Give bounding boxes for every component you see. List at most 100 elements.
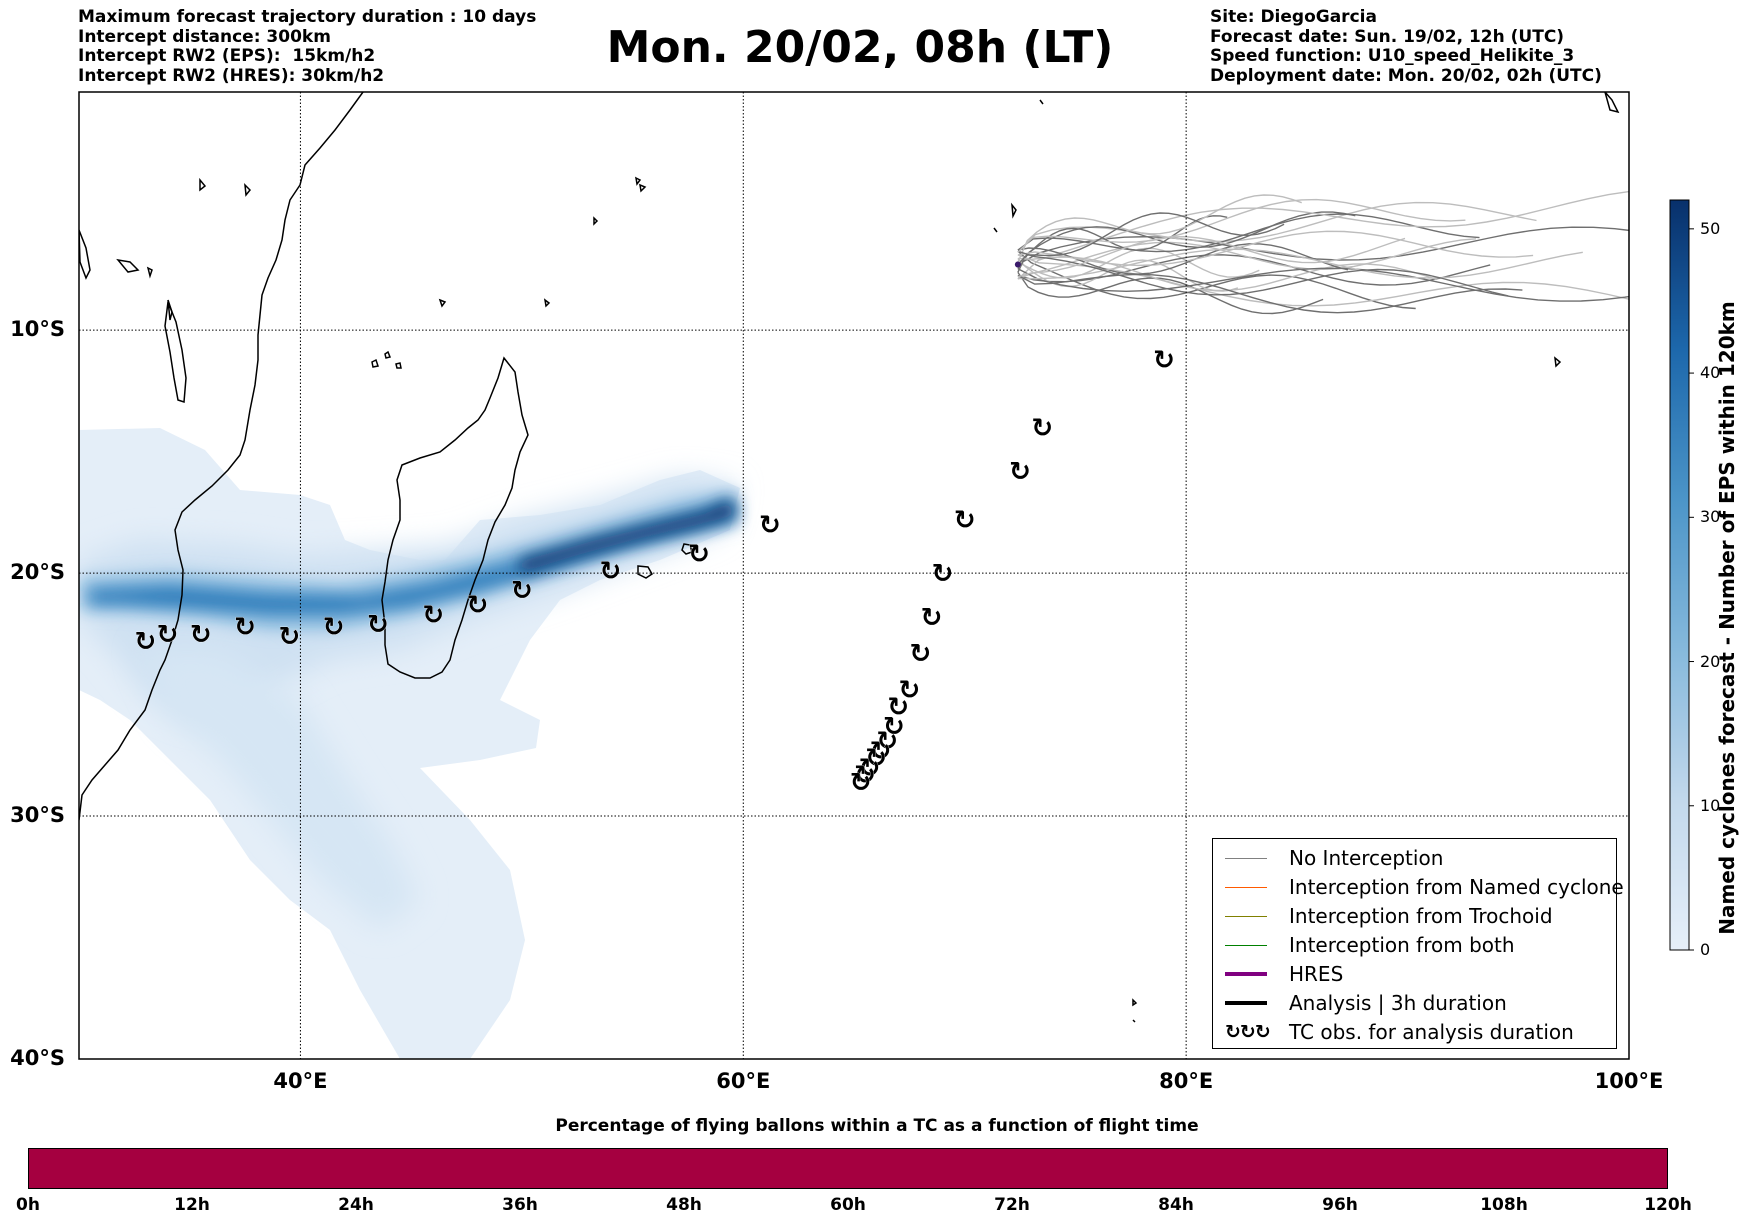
tc-observation-symbol: ↻ [759, 510, 781, 540]
tc-observation-symbol: ↻ [887, 693, 909, 723]
flight-time-tick-label: 96h [1322, 1195, 1358, 1215]
africa-coastline [79, 92, 364, 821]
ensemble-trajectory-line [1017, 267, 1629, 302]
tc-observation-symbol: ↻ [422, 600, 444, 630]
tc-observation-symbol: ↻ [954, 506, 976, 536]
ensemble-trajectory-line [1017, 238, 1477, 280]
longitude-tick-label: 60°E [716, 1069, 771, 1093]
colorbar-tick-label: 10 [1700, 795, 1721, 815]
legend-swatch [1225, 972, 1267, 976]
madagascar-coastline [381, 356, 529, 679]
legend-label: Analysis | 3h duration [1289, 991, 1507, 1015]
header-line: Forecast date: Sun. 19/02, 12h (UTC) [1210, 26, 1565, 47]
tc-observation-symbol: ↻ [278, 622, 300, 652]
legend-item-trochoid: Interception from Trochoid [1225, 902, 1553, 930]
flight-time-tick-label: 84h [1158, 1195, 1194, 1215]
ensemble-trajectory-line [1017, 254, 1629, 307]
longitude-tick-label: 80°E [1159, 1069, 1214, 1093]
longitude-tick-label: 40°E [273, 1069, 328, 1093]
colorbar-tick-label: 30 [1700, 507, 1721, 527]
tc-observation-symbol: ↻ [135, 627, 157, 657]
legend-swatch [1225, 886, 1267, 888]
east-islands [1039, 92, 1620, 368]
latitude-tick-label: 30°S [10, 803, 65, 828]
tc-observation-symbol: ↻ [1153, 345, 1175, 375]
legend-label: Interception from both [1289, 933, 1515, 957]
colorbar-ticks [1689, 228, 1694, 951]
header-info-right: Site: DiegoGarcia Forecast date: Sun. 19… [1210, 7, 1602, 86]
tc-observation-symbol: ↻ [511, 576, 533, 606]
northeast-coast-fragments [116, 177, 252, 273]
tc-observation-symbol: ↻ [1031, 413, 1053, 443]
flight-time-tick-label: 48h [666, 1195, 702, 1215]
eps-density-core [90, 500, 736, 614]
eps-density-field [79, 428, 740, 1059]
legend-swatch [1225, 944, 1267, 946]
ensemble-trajectory-line [1017, 213, 1480, 253]
coastlines [79, 92, 1620, 1023]
mauritius-island [681, 543, 693, 555]
legend-item-tc-obs: ↻↻↻ TC obs. for analysis duration [1225, 1018, 1574, 1046]
eps-colorbar [1669, 199, 1694, 951]
header-info-left: Maximum forecast trajectory duration : 1… [78, 7, 537, 86]
ensemble-trajectory-line [1017, 250, 1509, 297]
colorbar-tick-label: 40 [1700, 363, 1721, 383]
flight-time-tick-label: 72h [994, 1195, 1030, 1215]
flight-time-bar-title: Percentage of flying ballons within a TC… [555, 1116, 1199, 1136]
tc-observation-symbol: ↻ [876, 727, 898, 757]
flight-time-bar [28, 1148, 1668, 1189]
legend-item-analysis: Analysis | 3h duration [1225, 989, 1507, 1017]
ensemble-trajectory-line [1017, 248, 1583, 280]
tc-observation-symbol: ↻ [323, 613, 345, 643]
tc-observation-symbol: ↻ [854, 761, 876, 791]
flight-time-tick-label: 36h [502, 1195, 538, 1215]
legend-label: No Interception [1289, 846, 1444, 870]
ensemble-trajectory-line [1017, 272, 1324, 315]
flight-time-tick-label: 120h [1644, 1195, 1692, 1215]
colorbar-label: Named cyclones forecast - Number of EPS … [1715, 301, 1739, 935]
ensemble-trajectory-line [1017, 190, 1629, 280]
tc-observation-symbol: ↻ [367, 610, 389, 640]
latitude-tick-label: 10°S [10, 317, 65, 342]
graticule [79, 92, 1629, 1059]
tc-observation-symbol: ↻ [870, 736, 892, 766]
tc-observation-symbol: ↻ [850, 768, 872, 798]
ensemble-trajectory-line [1017, 273, 1523, 314]
tc-observation-symbol: ↻ [898, 676, 920, 706]
flight-time-tick-label: 12h [174, 1195, 210, 1215]
eps-density-south-plume [140, 650, 420, 930]
latitude-tick-label: 20°S [10, 560, 65, 585]
ensemble-trajectory-line [1017, 235, 1406, 278]
ensemble-trajectory-line [1017, 201, 1537, 253]
legend-swatch [1225, 857, 1267, 859]
lake-tanganyika-outline [79, 229, 91, 280]
legend-label: HRES [1289, 962, 1344, 986]
legend-label: Interception from Trochoid [1289, 904, 1553, 928]
tc-observation-symbols: ↻↻↻↻↻↻↻↻↻↻↻↻↻↻↻↻↻↻↻↻↻↻↻↻↻↻↻↻↻ [134, 345, 1175, 798]
seychelles-islands [593, 176, 647, 226]
colorbar-tick-label: 0 [1700, 940, 1711, 959]
ensemble-trajectory-line [1017, 212, 1285, 266]
tc-observation-symbol: ↻ [910, 639, 932, 669]
colorbar-tick-label: 20 [1700, 651, 1721, 671]
legend-label: TC obs. for analysis duration [1289, 1020, 1574, 1044]
legend-item-no-interception: No Interception [1225, 844, 1443, 872]
lake-malawi-outline [164, 301, 187, 404]
eps-density-peak [520, 500, 734, 574]
zanzibar-island [146, 266, 173, 321]
tc-observation-symbol: ↻ [921, 603, 943, 633]
map-frame [78, 91, 1630, 1060]
tc-observation-symbol: ↻ [865, 744, 887, 774]
header-line: Deployment date: Mon. 20/02, 02h (UTC) [1210, 65, 1602, 86]
legend-swatch [1225, 1001, 1267, 1005]
legend-swatch [1225, 915, 1267, 917]
header-line: Maximum forecast trajectory duration : 1… [78, 7, 537, 27]
header-line: Intercept distance: 300km [78, 26, 331, 47]
tc-observation-symbol: ↻ [883, 712, 905, 742]
flight-time-tick-label: 0h [16, 1195, 40, 1215]
ensemble-trajectory-line [1017, 215, 1228, 273]
flight-time-tick-label: 108h [1480, 1195, 1528, 1215]
legend-item-named-cyclone: Interception from Named cyclone [1225, 873, 1624, 901]
header-line: Speed function: U10_speed_Helikite_3 [1210, 46, 1575, 66]
map-title: Mon. 20/02, 08h (LT) [606, 22, 1114, 73]
